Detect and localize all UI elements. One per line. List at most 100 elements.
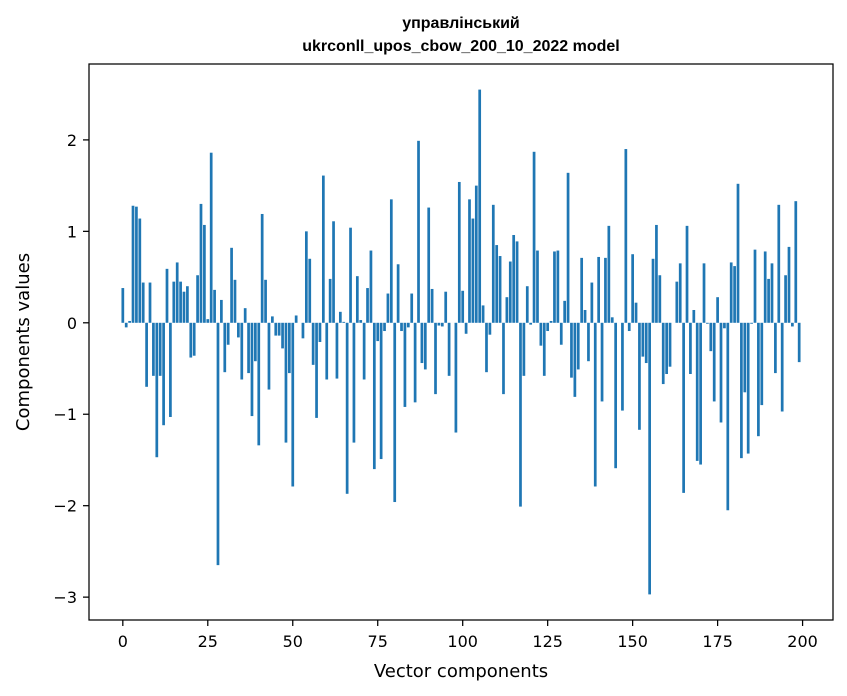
bar-179 [729, 262, 733, 323]
bar-22 [196, 275, 199, 323]
bar-130 [563, 300, 567, 323]
bar-193 [777, 204, 781, 323]
bar-153 [641, 322, 645, 357]
x-tick-label: 25 [198, 632, 218, 651]
bar-21 [192, 322, 196, 356]
bar-99 [457, 181, 461, 323]
bar-89 [423, 322, 427, 370]
x-axis-ticks: 0 25 50 75 100 125 150 175 200 [118, 620, 818, 651]
x-tick-label: 125 [532, 632, 563, 651]
bar-80 [393, 322, 397, 503]
bar-147 [621, 322, 624, 411]
x-tick-label: 75 [368, 632, 388, 651]
bar-135 [580, 257, 584, 323]
bar-184 [746, 322, 750, 454]
y-tick-label: 2 [67, 131, 77, 150]
bar-71 [362, 322, 366, 380]
bar-87 [417, 140, 420, 323]
bar-75 [376, 322, 380, 342]
bar-170 [699, 322, 702, 465]
bar-69 [355, 276, 359, 323]
bar-2 [128, 320, 131, 323]
bar-73 [369, 250, 373, 323]
bar-85 [410, 293, 414, 323]
bar-107 [485, 322, 488, 373]
bar-110 [495, 245, 499, 323]
bar-39 [254, 322, 257, 362]
bar-34 [237, 322, 240, 338]
bar-23 [199, 203, 203, 323]
bar-59 [321, 175, 325, 323]
bar-81 [396, 264, 400, 323]
bar-15 [172, 281, 176, 323]
bar-132 [570, 322, 573, 378]
bar-103 [471, 218, 475, 323]
bar-182 [740, 322, 743, 459]
bar-60 [325, 322, 329, 380]
bar-164 [678, 263, 682, 323]
bar-70 [359, 320, 363, 323]
bar-37 [247, 322, 250, 374]
bar-96 [447, 322, 451, 376]
y-axis-ticks: −3 −2 −1 0 1 2 [53, 131, 89, 607]
bar-192 [774, 322, 777, 374]
bar-40 [257, 322, 261, 446]
bar-166 [685, 225, 689, 323]
bar-47 [281, 322, 284, 349]
bar-137 [587, 322, 590, 362]
bar-155 [648, 322, 651, 595]
bar-122 [536, 250, 539, 323]
bars-group [121, 89, 801, 595]
bar-68 [352, 322, 356, 443]
bar-24 [203, 224, 206, 323]
bar-120 [529, 322, 533, 325]
bar-101 [464, 322, 468, 334]
bar-35 [240, 322, 244, 380]
bar-189 [763, 251, 767, 323]
bar-105 [478, 89, 482, 323]
bar-88 [420, 322, 424, 364]
bar-74 [372, 322, 376, 470]
bar-6 [141, 282, 145, 323]
y-tick-label: −2 [53, 497, 77, 516]
bar-26 [209, 152, 213, 323]
bar-134 [576, 322, 580, 370]
y-axis-label: Components values [13, 253, 34, 431]
bar-33 [233, 279, 237, 323]
bar-45 [274, 322, 278, 336]
y-tick-label: 1 [67, 222, 77, 241]
bar-112 [502, 322, 505, 395]
bar-72 [366, 288, 369, 323]
bar-8 [148, 282, 152, 323]
bar-160 [665, 322, 668, 375]
bar-173 [709, 322, 713, 352]
bar-140 [597, 256, 601, 323]
x-tick-label: 175 [702, 632, 733, 651]
bar-36 [243, 308, 247, 323]
bar-176 [719, 322, 723, 423]
bar-32 [230, 247, 233, 323]
bar-167 [689, 322, 692, 375]
bar-55 [308, 258, 312, 323]
bar-136 [583, 309, 587, 323]
bar-42 [264, 279, 267, 323]
bar-168 [692, 309, 696, 323]
bar-183 [743, 322, 747, 393]
x-tick-label: 0 [118, 632, 128, 651]
bar-190 [767, 278, 770, 323]
bar-172 [706, 322, 709, 324]
chart-title-line-1: управлінський [402, 15, 520, 32]
bar-41 [260, 213, 264, 323]
bar-171 [702, 263, 706, 323]
bar-7 [145, 322, 148, 387]
bar-115 [512, 235, 516, 323]
bar-109 [491, 204, 495, 323]
bar-181 [736, 183, 740, 323]
bar-178 [726, 322, 730, 511]
bar-4 [135, 206, 138, 323]
bar-108 [488, 322, 492, 335]
bar-195 [784, 275, 787, 323]
bar-43 [267, 322, 271, 390]
bar-149 [627, 322, 631, 332]
bar-163 [675, 281, 679, 323]
